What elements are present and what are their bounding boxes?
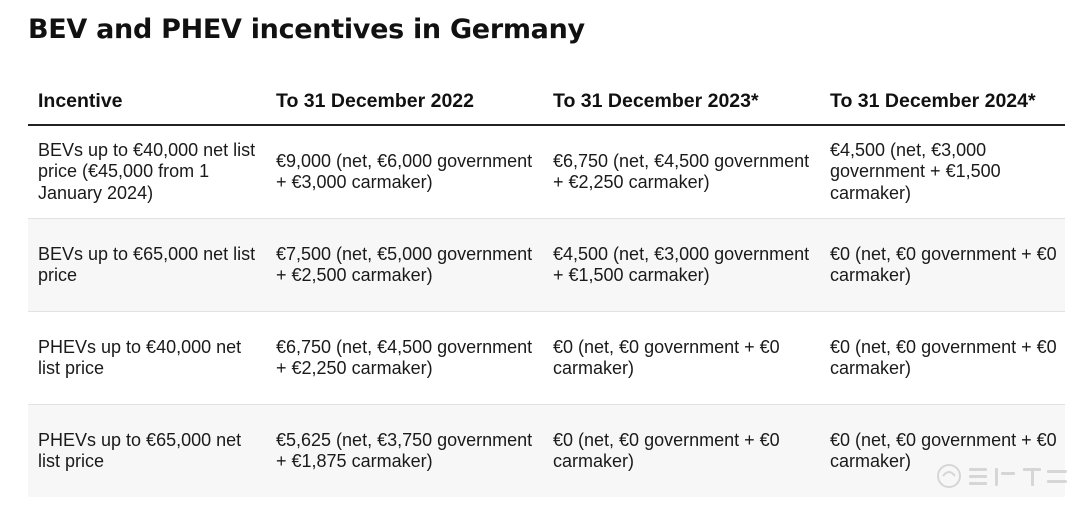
cell-incentive: PHEVs up to €40,000 net list price (28, 311, 266, 405)
cell-dec-2022: €7,500 (net, €5,000 government + €2,500 … (266, 218, 543, 312)
cell-incentive: BEVs up to €65,000 net list price (28, 218, 266, 312)
header-row: Incentive To 31 December 2022 To 31 Dece… (28, 78, 1065, 126)
header-dec-2022: To 31 December 2022 (266, 78, 543, 126)
cell-dec-2023: €0 (net, €0 government + €0 carmaker) (543, 404, 820, 497)
header-dec-2023: To 31 December 2023* (543, 78, 820, 126)
cell-dec-2023: €6,750 (net, €4,500 government + €2,250 … (543, 125, 820, 219)
cell-dec-2024: €0 (net, €0 government + €0 carmaker) (820, 218, 1065, 312)
cell-dec-2022: €5,625 (net, €3,750 government + €1,875 … (266, 404, 543, 497)
incentives-table: Incentive To 31 December 2022 To 31 Dece… (28, 78, 1065, 497)
cell-incentive: PHEVs up to €65,000 net list price (28, 404, 266, 497)
cell-dec-2024: €0 (net, €0 government + €0 carmaker) (820, 404, 1065, 497)
cell-dec-2023: €0 (net, €0 government + €0 carmaker) (543, 311, 820, 405)
table-row: PHEVs up to €40,000 net list price €6,75… (28, 311, 1065, 405)
header-dec-2024: To 31 December 2024* (820, 78, 1065, 126)
table-body: BEVs up to €40,000 net list price (€45,0… (28, 125, 1065, 497)
cell-incentive: BEVs up to €40,000 net list price (€45,0… (28, 125, 266, 219)
page-title: BEV and PHEV incentives in Germany (28, 14, 585, 45)
table-header: Incentive To 31 December 2022 To 31 Dece… (28, 78, 1065, 126)
cell-dec-2022: €9,000 (net, €6,000 government + €3,000 … (266, 125, 543, 219)
table-row: BEVs up to €65,000 net list price €7,500… (28, 218, 1065, 312)
header-incentive: Incentive (28, 78, 266, 126)
cell-dec-2024: €4,500 (net, €3,000 government + €1,500 … (820, 125, 1065, 219)
cell-dec-2023: €4,500 (net, €3,000 government + €1,500 … (543, 218, 820, 312)
cell-dec-2022: €6,750 (net, €4,500 government + €2,250 … (266, 311, 543, 405)
table-row: PHEVs up to €65,000 net list price €5,62… (28, 404, 1065, 497)
cell-dec-2024: €0 (net, €0 government + €0 carmaker) (820, 311, 1065, 405)
table-row: BEVs up to €40,000 net list price (€45,0… (28, 125, 1065, 219)
